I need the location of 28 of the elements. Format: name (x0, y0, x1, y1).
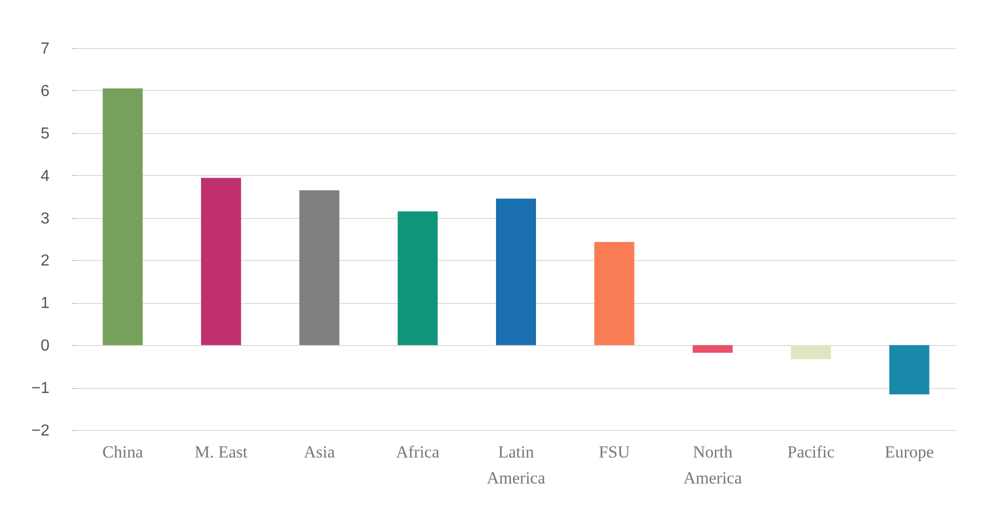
x-tick-label: Pacific (787, 442, 836, 462)
bar (790, 345, 831, 360)
y-tick-label: 5 (40, 125, 50, 142)
bar (299, 190, 340, 346)
bar (201, 178, 242, 346)
bar (594, 242, 634, 346)
x-tick-label: North America (683, 442, 742, 488)
y-tick-label: −1 (31, 380, 50, 398)
y-tick-label: 3 (40, 210, 50, 228)
bar (398, 211, 438, 346)
y-tick-label: 0 (40, 338, 50, 355)
x-tick-label: FSU (598, 442, 630, 462)
x-tick-label: Africa (396, 442, 440, 462)
y-tick-label: 2 (40, 252, 50, 270)
bar (692, 345, 733, 353)
bar (496, 198, 536, 346)
y-tick-label: 1 (40, 295, 50, 312)
bar (889, 345, 930, 394)
x-tick-label: China (102, 442, 144, 462)
x-tick-label: Asia (304, 442, 336, 462)
y-tick-label: 7 (40, 40, 50, 58)
x-tick-label: M. East (194, 442, 248, 462)
bar (102, 88, 143, 346)
y-tick-label: −2 (31, 422, 50, 440)
y-tick-label: 4 (40, 168, 50, 185)
y-tick-label: 6 (40, 82, 50, 100)
x-tick-label: Europe (884, 442, 934, 462)
x-tick-label: Latin America (486, 442, 546, 488)
